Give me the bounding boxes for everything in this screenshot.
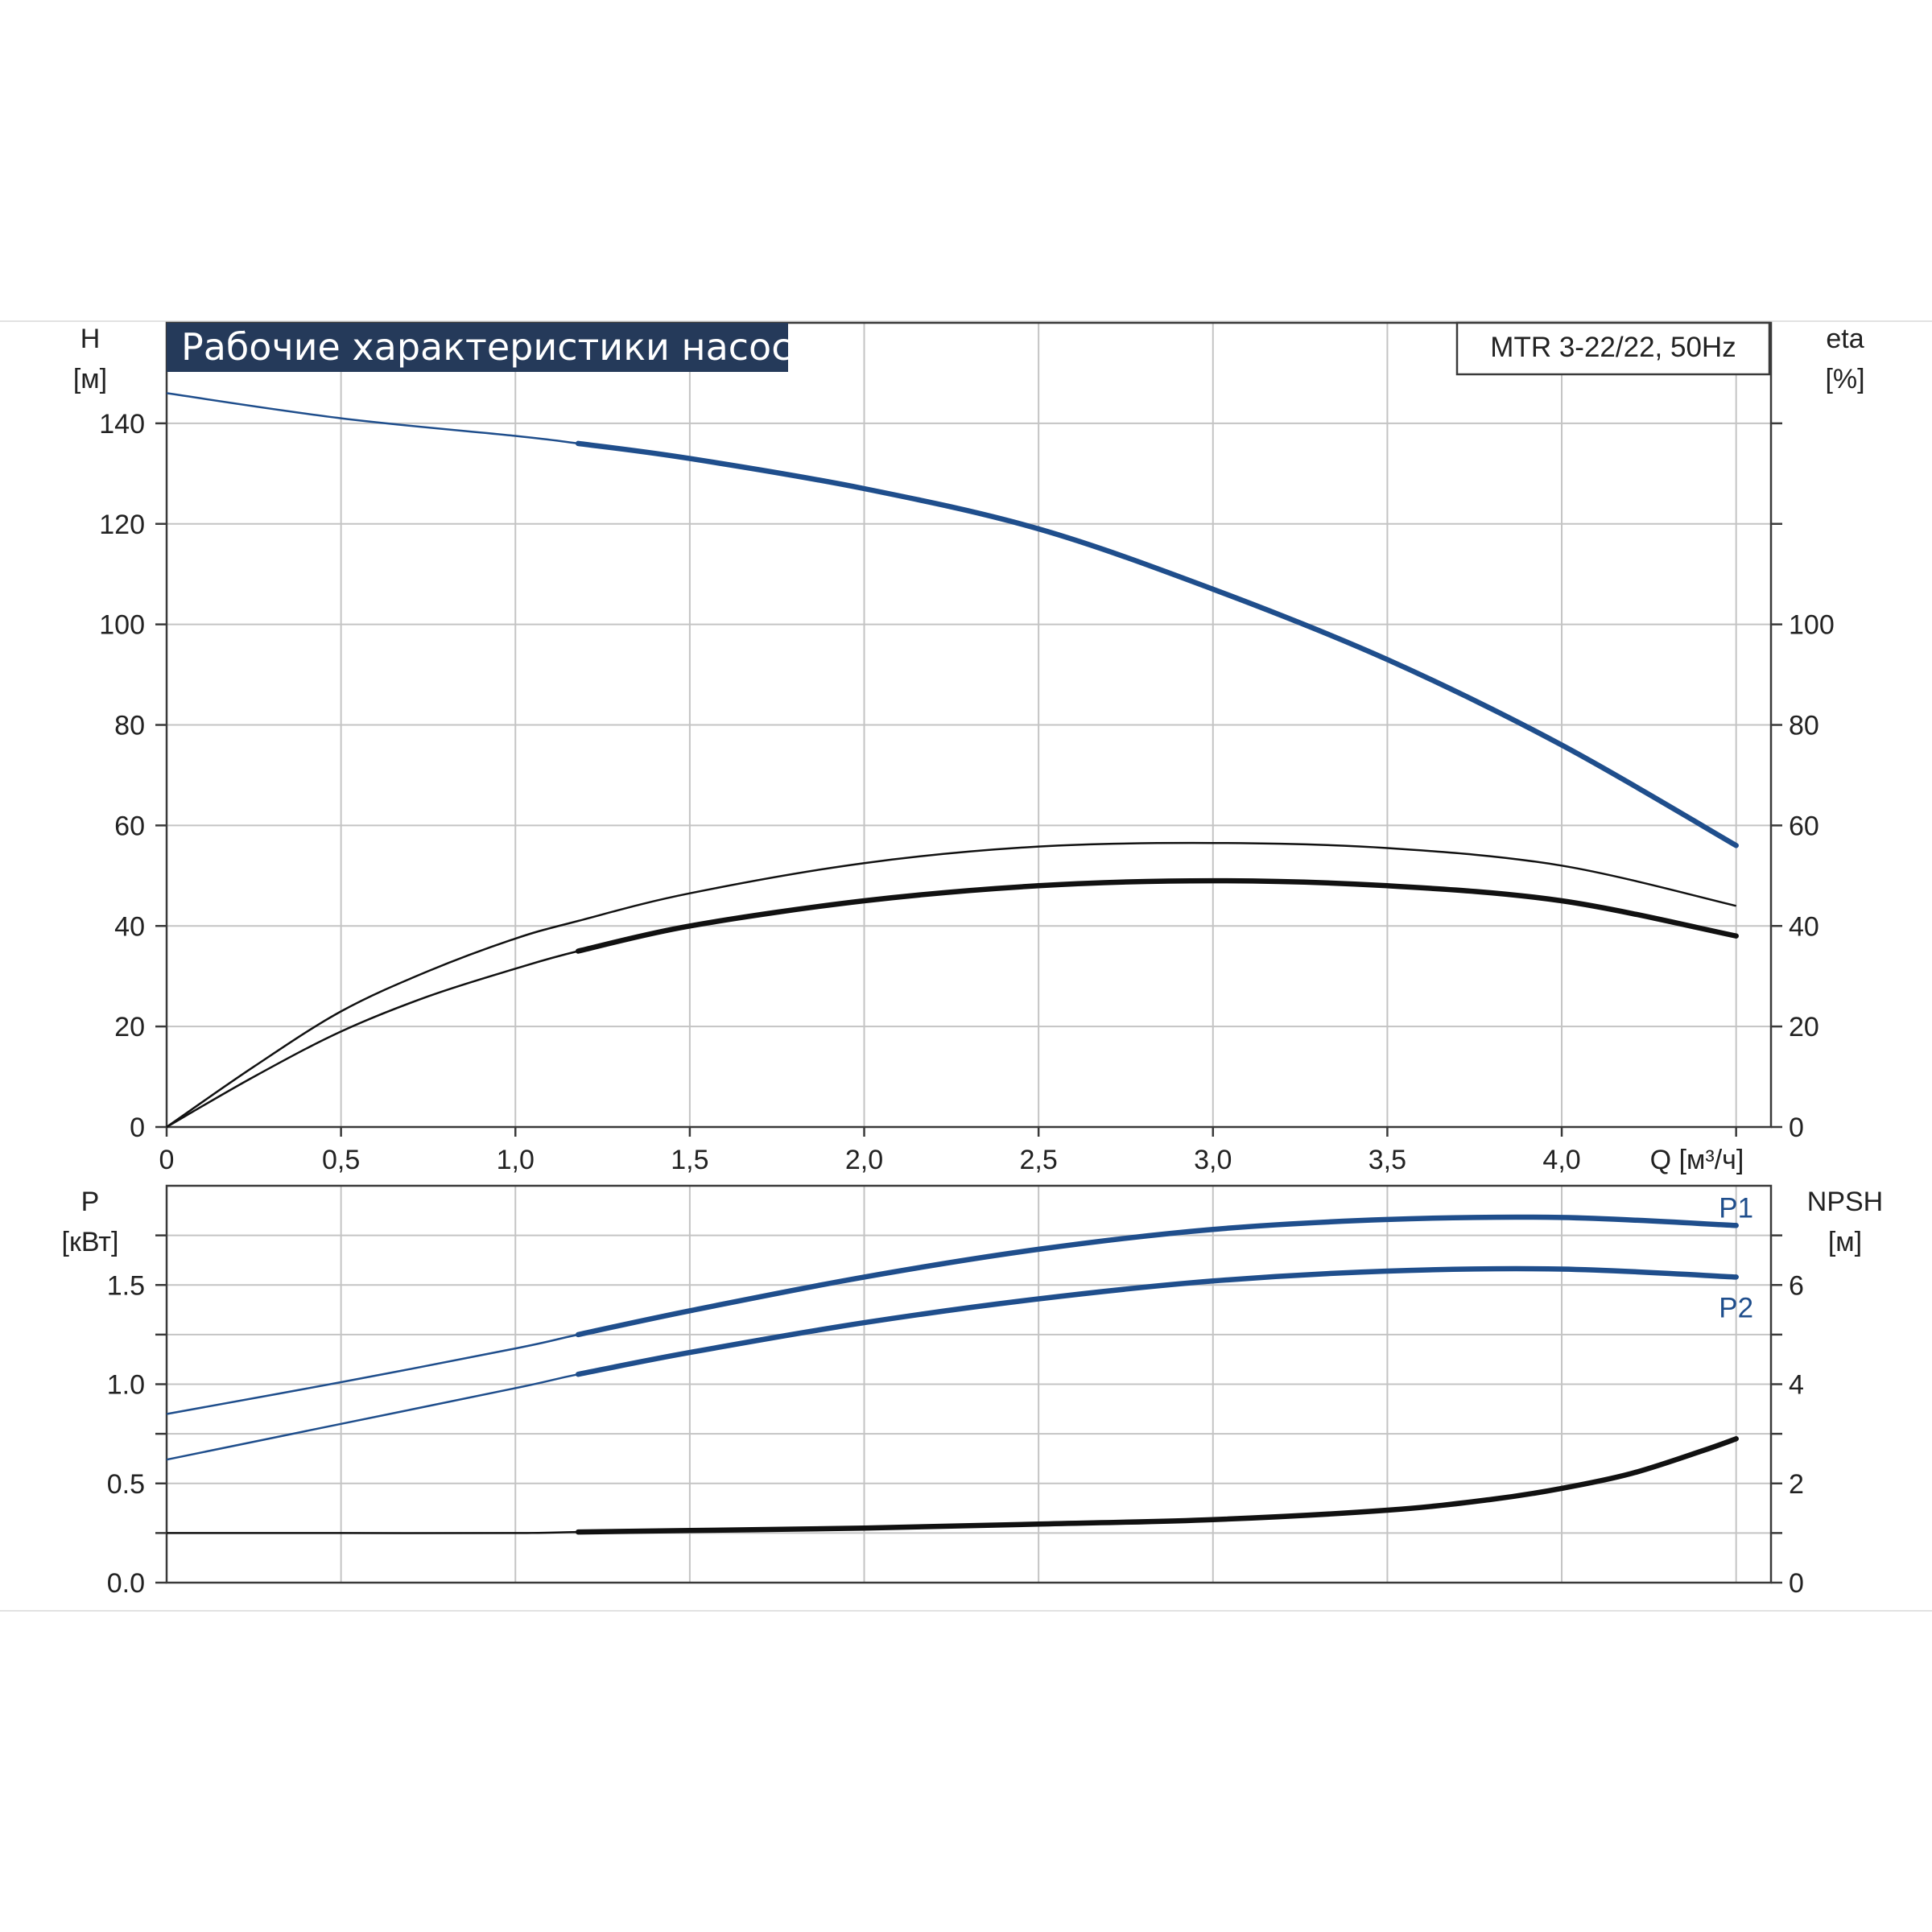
series-2-curve [166, 841, 1736, 1129]
x-tick-label: 2,5 [1020, 1145, 1058, 1175]
left-tick-label: 20 [114, 1012, 145, 1042]
series-line [167, 1438, 1737, 1534]
x-tick-label: 1,0 [497, 1145, 535, 1175]
left-tick-label: 1.0 [107, 1370, 145, 1401]
p1-curve [166, 1214, 1739, 1415]
left-tick-label: 60 [114, 811, 145, 841]
series-1-curve [166, 392, 1739, 848]
series-label-p2: P2 [1719, 1292, 1753, 1323]
right-axis-unit: [м] [1828, 1227, 1862, 1257]
x-tick-label: 3,0 [1194, 1145, 1232, 1175]
left-tick-label: 0.5 [107, 1469, 145, 1500]
chart-title: Рабочие характеристики насоса [181, 325, 815, 369]
right-tick-label: 20 [1789, 1012, 1819, 1042]
left-tick-label: 120 [99, 510, 145, 540]
model-box [1455, 321, 1771, 376]
series-3-curve [167, 1436, 1739, 1535]
series-3-curve [166, 877, 1739, 1129]
right-tick-label: 60 [1789, 811, 1819, 841]
series-operating-range [575, 1265, 1739, 1377]
right-tick-label: 0 [1789, 1568, 1804, 1599]
left-tick-label: 140 [99, 409, 145, 440]
left-tick-label: 0 [130, 1113, 145, 1143]
power-npsh-panel: 0.0 0.5 1.0 1.5 0 2 4 6 P [кВт] NPSH [м] P1 P2 [62, 1184, 1883, 1599]
x-tick-label: 0,5 [322, 1145, 360, 1175]
series-operating-range [575, 1214, 1739, 1338]
left-tick-label: 100 [99, 610, 145, 641]
left-axis-unit: [м] [73, 364, 107, 394]
left-axis-symbol: H [80, 324, 101, 354]
right-tick-label: 40 [1789, 911, 1819, 942]
right-tick-label: 2 [1789, 1469, 1804, 1500]
title-banner [167, 323, 788, 372]
left-tick-label: 0.0 [107, 1568, 145, 1599]
left-tick-label: 40 [114, 911, 145, 942]
right-tick-label: 4 [1789, 1370, 1804, 1401]
x-tick-label: 2,0 [845, 1145, 883, 1175]
left-tick-label: 1.5 [107, 1270, 145, 1301]
head-efficiency-panel: 0 20 40 60 80 100 120 140 0 20 40 60 80 100 H [м] eta [%]… [73, 321, 1865, 1175]
x-tick-label: 0 [159, 1145, 175, 1175]
left-axis-symbol: P [81, 1187, 100, 1217]
model-label: MTR 3-22/22, 50Hz [1490, 332, 1736, 363]
series-line [166, 841, 1736, 1129]
right-axis-symbol: NPSH [1807, 1187, 1883, 1217]
series-line [166, 392, 1737, 847]
series-label-p1: P1 [1719, 1192, 1753, 1224]
left-tick-label: 80 [114, 711, 145, 741]
series-operating-range [575, 440, 1739, 848]
right-tick-label: 6 [1789, 1270, 1804, 1301]
x-tick-label: 1,5 [671, 1145, 708, 1175]
right-axis-symbol: eta [1826, 324, 1864, 354]
x-tick-label: 3,5 [1368, 1145, 1406, 1175]
right-axis-unit: [%] [1825, 364, 1864, 394]
grid-lines [166, 323, 1771, 1127]
series-operating-range [575, 877, 1739, 954]
right-tick-label: 0 [1789, 1113, 1804, 1143]
series-operating-range [575, 1436, 1739, 1535]
x-tick-label: 4,0 [1542, 1145, 1580, 1175]
p2-curve [166, 1265, 1739, 1461]
right-tick-label: 80 [1789, 711, 1819, 741]
x-axis-label: Q [м³/ч] [1650, 1145, 1744, 1175]
left-axis-unit: [кВт] [62, 1227, 119, 1257]
right-tick-label: 100 [1789, 610, 1835, 641]
series-line [166, 879, 1736, 1129]
series-line [166, 1267, 1736, 1461]
